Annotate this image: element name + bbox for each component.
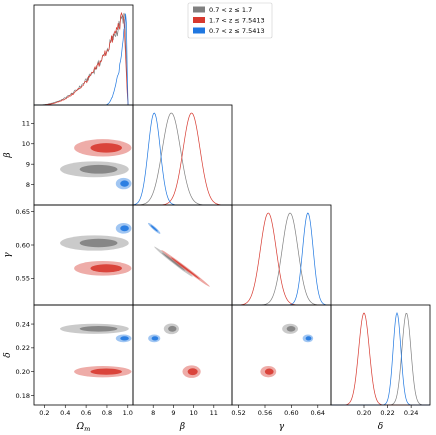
x-tick-label-Omega_m-1: 0.4 xyxy=(60,409,70,417)
x-tick-label-beta-1: 9 xyxy=(171,409,175,417)
y-tick-label-gamma-1: 0.60 xyxy=(16,241,30,249)
contour-panel-Omega_m-gamma xyxy=(60,223,132,276)
x-tick-label-beta-3: 11 xyxy=(210,409,218,417)
y-axis-label-beta: β xyxy=(3,152,13,158)
legend-swatch-0 xyxy=(193,6,205,13)
y-tick-label-beta-0: 8 xyxy=(26,181,30,189)
x-tick-label-beta-0: 8 xyxy=(151,409,155,417)
contour-inner-gamma-delta-series-2 xyxy=(305,336,312,341)
contour-inner-gamma-delta-series-0 xyxy=(286,326,296,332)
x-tick-label-gamma-1: 0.56 xyxy=(258,409,272,417)
contour-inner-Omega_m-beta-series-2 xyxy=(120,180,129,187)
marginal-curve-Omega_m-series-1 xyxy=(34,11,133,106)
contour-inner-Omega_m-beta-series-0 xyxy=(79,164,118,174)
contour-inner-gamma-delta-series-1 xyxy=(264,368,274,375)
contour-inner-Omega_m-delta-series-2 xyxy=(120,336,129,341)
contour-panel-gamma-delta xyxy=(260,323,314,378)
marginal-curve-Omega_m-series-0 xyxy=(34,12,133,106)
contour-inner-beta-gamma-series-2 xyxy=(150,225,158,232)
x-tick-label-delta-1: 0.22 xyxy=(380,409,394,417)
x-axis-label-beta: β xyxy=(179,422,185,432)
contour-inner-Omega_m-gamma-series-1 xyxy=(90,264,122,273)
y-tick-label-delta-3: 0.24 xyxy=(16,320,30,328)
x-axis-label-delta: δ xyxy=(378,422,383,432)
y-tick-label-beta-1: 9 xyxy=(26,160,30,168)
y-tick-label-beta-3: 11 xyxy=(22,120,30,128)
legend-swatch-2 xyxy=(193,27,205,34)
x-tick-label-gamma-3: 0.64 xyxy=(311,409,325,417)
x-tick-label-delta-0: 0.20 xyxy=(357,409,371,417)
panels-layer: 0.2 0.4 0.6 0.8 1.0 Ωm 8 9 10 11 β 0.52 0.56 0.60 0.64… xyxy=(3,4,431,433)
contour-inner-beta-delta-series-0 xyxy=(168,325,177,332)
y-axis-label-gamma: γ xyxy=(3,252,13,258)
x-tick-label-gamma-0: 0.52 xyxy=(231,409,245,417)
marginal-panel-Omega_m xyxy=(34,5,133,105)
legend-swatch-1 xyxy=(193,17,205,23)
x-tick-label-gamma-2: 0.60 xyxy=(284,409,298,417)
panel-frame-2-1 xyxy=(132,204,233,306)
y-tick-label-delta-1: 0.20 xyxy=(16,368,30,376)
contour-panel-beta-gamma xyxy=(148,222,210,287)
x-axis-label-gamma: γ xyxy=(279,422,285,432)
legend-label-1: 1.7 < z ≤ 7.5413 xyxy=(209,17,265,25)
legend-label-0: 0.7 < z ≤ 1.7 xyxy=(209,6,252,14)
y-tick-label-gamma-2: 0.65 xyxy=(16,208,30,216)
contour-inner-Omega_m-gamma-series-0 xyxy=(79,238,118,248)
panel-frame-3-0 xyxy=(33,304,134,406)
panel-frame-3-2 xyxy=(231,304,332,406)
x-tick-label-beta-2: 10 xyxy=(189,409,197,417)
contour-inner-Omega_m-delta-series-0 xyxy=(79,326,118,332)
panel-frame-3-1 xyxy=(132,304,233,406)
x-tick-label-Omega_m-0: 0.2 xyxy=(39,409,49,417)
panel-frame-3-3 xyxy=(330,304,431,406)
y-tick-label-delta-0: 0.18 xyxy=(16,392,30,400)
contour-panel-beta-delta xyxy=(148,323,201,378)
x-tick-label-Omega_m-3: 0.8 xyxy=(102,409,112,417)
contour-inner-Omega_m-delta-series-1 xyxy=(90,368,122,375)
legend-frame xyxy=(187,2,273,39)
y-tick-label-beta-2: 10 xyxy=(22,140,30,148)
contour-panel-Omega_m-beta xyxy=(60,139,132,190)
contour-inner-Omega_m-gamma-series-2 xyxy=(120,225,129,232)
contour-panel-Omega_m-delta xyxy=(60,323,132,378)
y-axis-label-delta: δ xyxy=(3,352,13,357)
x-tick-label-Omega_m-4: 1.0 xyxy=(123,409,133,417)
contour-inner-beta-delta-series-1 xyxy=(187,368,198,376)
x-tick-label-delta-2: 0.24 xyxy=(404,409,418,417)
contour-inner-beta-delta-series-2 xyxy=(151,336,159,341)
contour-inner-beta-gamma-series-1 xyxy=(170,257,201,280)
y-tick-label-delta-2: 0.22 xyxy=(16,344,30,352)
panel-frame-2-0 xyxy=(33,204,134,306)
contour-inner-beta-gamma-series-0 xyxy=(161,252,185,271)
x-tick-label-Omega_m-2: 0.6 xyxy=(81,409,91,417)
x-axis-label-Omega_m: Ωm xyxy=(76,422,91,433)
contour-inner-Omega_m-beta-series-1 xyxy=(90,143,122,153)
y-tick-label-gamma-0: 0.55 xyxy=(16,275,30,283)
marginal-panel-delta xyxy=(331,305,430,405)
legend: 0.7 < z ≤ 1.7 1.7 < z ≤ 7.5413 0.7 < z ≤… xyxy=(187,2,273,39)
legend-label-2: 0.7 < z ≤ 7.5413 xyxy=(209,27,265,35)
